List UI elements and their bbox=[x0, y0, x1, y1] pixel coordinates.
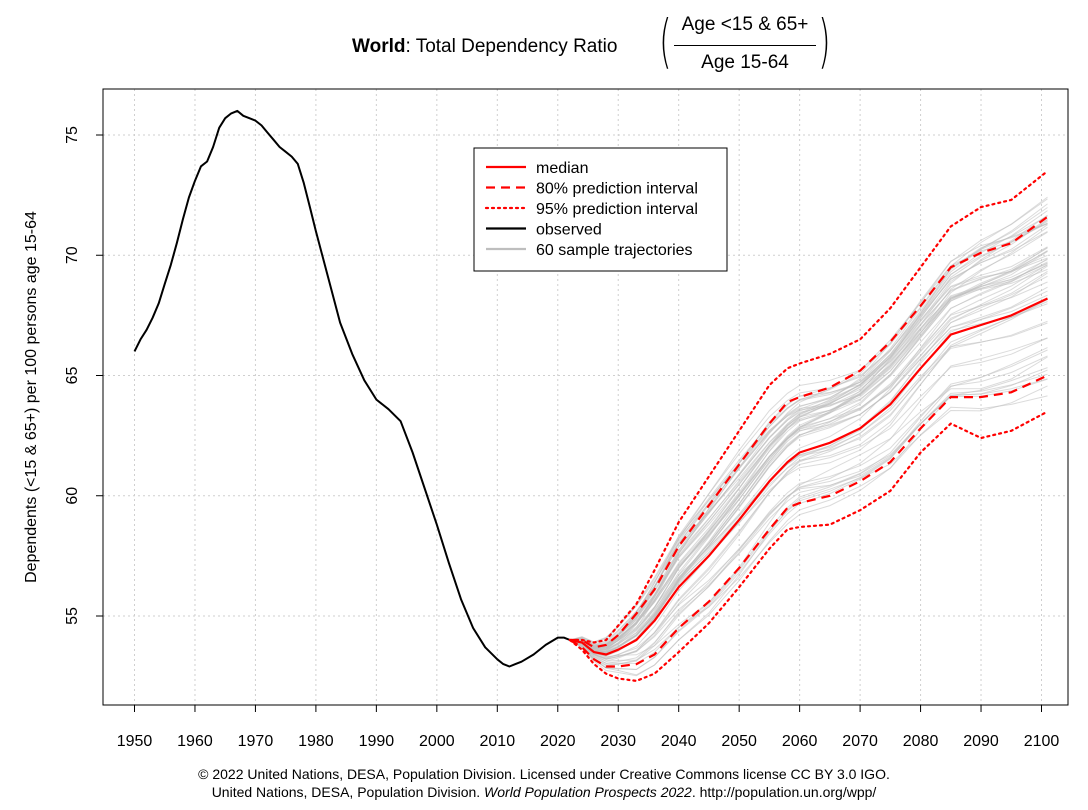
sample-trajectory bbox=[569, 254, 1048, 648]
x-axis: 1950 1960 1970 1980 1990 2000 2010 2020 2030 2040… bbox=[117, 704, 1060, 750]
series-line-median bbox=[569, 297, 1048, 656]
sample-trajectory bbox=[569, 298, 1048, 657]
sample-trajectory bbox=[569, 347, 1048, 667]
sample-trajectory bbox=[569, 373, 1048, 671]
title-text: World: Total Dependency Ratio bbox=[352, 36, 617, 58]
x-tick-label: 2030 bbox=[600, 733, 636, 750]
sample-trajectory bbox=[569, 294, 1048, 657]
sample-trajectory bbox=[569, 226, 1048, 652]
y-tick-label: 65 bbox=[64, 367, 81, 385]
x-tick-label: 2050 bbox=[721, 733, 757, 750]
sample-trajectory bbox=[569, 259, 1048, 652]
series-line-80-lower bbox=[569, 374, 1048, 668]
y-tick-label: 55 bbox=[64, 607, 81, 625]
grid-lines bbox=[103, 89, 1068, 705]
legend: median 80% prediction interval 95% predict… bbox=[473, 147, 728, 272]
x-tick-label: 2090 bbox=[963, 733, 999, 750]
sample-trajectory bbox=[569, 303, 1048, 654]
y-axis: 55 60 65 70 75 bbox=[64, 126, 104, 625]
left-paren-icon: ( bbox=[659, 7, 672, 75]
x-tick-label: 2000 bbox=[419, 733, 455, 750]
x-tick-label: 2020 bbox=[540, 733, 576, 750]
fraction-denominator: Age 15-64 bbox=[701, 52, 789, 73]
title-bold: World bbox=[352, 36, 406, 57]
y-tick-label: 75 bbox=[64, 126, 81, 144]
sample-trajectory bbox=[569, 246, 1048, 647]
sample-trajectory bbox=[569, 378, 1048, 664]
sample-trajectory bbox=[569, 270, 1048, 652]
x-tick-label: 1960 bbox=[177, 733, 213, 750]
x-tick-label: 1970 bbox=[238, 733, 274, 750]
series-line-95-upper bbox=[568, 170, 1049, 644]
chart-series bbox=[133, 109, 1049, 682]
legend-box bbox=[473, 147, 728, 272]
sample-trajectory bbox=[569, 220, 1048, 646]
x-tick-label: 2070 bbox=[842, 733, 878, 750]
y-tick-label: 60 bbox=[64, 487, 81, 505]
sample-trajectory bbox=[569, 218, 1048, 649]
x-tick-label: 1990 bbox=[359, 733, 395, 750]
x-tick-label: 2080 bbox=[903, 733, 939, 750]
x-tick-label: 2010 bbox=[480, 733, 516, 750]
y-axis-label: Dependents (<15 & 65+) per 100 persons a… bbox=[23, 211, 40, 583]
x-tick-label: 2060 bbox=[782, 733, 818, 750]
x-tick-label: 2040 bbox=[661, 733, 697, 750]
title-rest: : Total Dependency Ratio bbox=[405, 36, 618, 57]
sample-trajectory bbox=[569, 219, 1048, 650]
series-line-95-lower bbox=[568, 410, 1049, 682]
series-line-80-upper bbox=[569, 215, 1049, 649]
fraction-numerator: Age <15 & 65+ bbox=[681, 14, 809, 35]
sample-trajectory bbox=[569, 231, 1048, 651]
sample-trajectory bbox=[569, 265, 1048, 655]
title-fraction: ( Age <15 & 65+ Age 15-64 ) bbox=[659, 7, 831, 78]
sample-trajectory bbox=[569, 355, 1048, 666]
legend-label: 60 sample trajectories bbox=[536, 242, 693, 259]
sample-trajectory bbox=[569, 385, 1048, 676]
sample-trajectory bbox=[569, 337, 1048, 662]
sample-trajectory bbox=[569, 223, 1048, 652]
legend-label: 95% prediction interval bbox=[536, 201, 698, 218]
footer-source: United Nations, DESA, Population Divisio… bbox=[211, 784, 481, 800]
sample-trajectory bbox=[569, 203, 1048, 649]
sample-trajectory bbox=[569, 231, 1048, 647]
x-tick-label: 1980 bbox=[298, 733, 334, 750]
legend-label: median bbox=[536, 160, 588, 177]
chart-title: World: Total Dependency Ratio ( Age <15 … bbox=[0, 6, 1088, 78]
sample-trajectory bbox=[569, 299, 1048, 655]
legend-label: 80% prediction interval bbox=[536, 181, 698, 198]
series-line-observed bbox=[133, 109, 571, 668]
right-paren-icon: ) bbox=[818, 7, 831, 75]
footer-citation: United Nations, DESA, Population Divisio… bbox=[0, 784, 1088, 800]
footer-url: . http://population.un.org/wpp/ bbox=[691, 784, 877, 800]
footer-publication: World Population Prospects 2022 bbox=[484, 784, 692, 800]
y-tick-label: 70 bbox=[64, 246, 81, 264]
x-tick-label: 1950 bbox=[117, 733, 153, 750]
legend-label: observed bbox=[536, 222, 602, 239]
sample-trajectory bbox=[569, 257, 1048, 646]
sample-trajectory bbox=[569, 320, 1048, 661]
sample-trajectory bbox=[569, 395, 1048, 677]
fraction-bar bbox=[674, 45, 816, 46]
x-tick-label: 2100 bbox=[1024, 733, 1060, 750]
footer-copyright: © 2022 United Nations, DESA, Population … bbox=[198, 766, 890, 782]
sample-trajectories bbox=[569, 196, 1048, 677]
